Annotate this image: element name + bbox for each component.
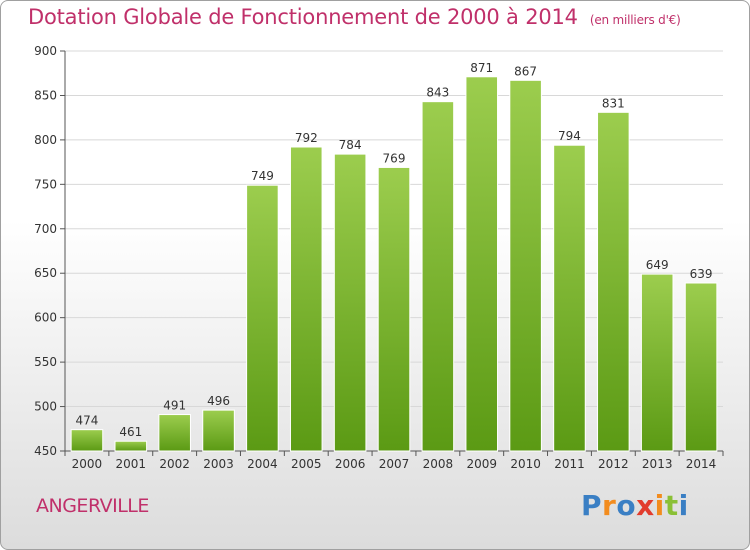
bar-2004: [246, 184, 279, 452]
y-tick-label: 700: [34, 222, 57, 236]
logo-letter: P: [581, 489, 603, 522]
y-tick-label: 550: [34, 355, 57, 369]
data-label-2014: 639: [690, 267, 713, 281]
bars: [70, 76, 718, 452]
x-tick-label-2011: 2011: [554, 457, 585, 471]
data-label-2009: 871: [470, 61, 493, 75]
logo-letter: t: [664, 489, 679, 522]
bar-2000: [70, 429, 104, 452]
data-label-2007: 769: [383, 151, 406, 165]
axes: 450 500 550 600 650 700 750 800 850 900 2000 2001 20…: [34, 44, 724, 471]
x-tick-label-2003: 2003: [203, 457, 234, 471]
logo-letter: i: [654, 489, 665, 522]
data-label-2012: 831: [602, 96, 625, 110]
y-tick-label: 650: [34, 266, 57, 280]
bar-2007: [377, 166, 411, 452]
x-tick-label-2012: 2012: [598, 457, 629, 471]
data-label-2001: 461: [119, 425, 142, 439]
x-tick-label-2005: 2005: [291, 457, 322, 471]
y-tick-label: 750: [34, 177, 57, 191]
x-tick-label-2010: 2010: [510, 457, 541, 471]
logo-letter: x: [636, 489, 655, 522]
bar-2014: [684, 282, 718, 452]
data-label-2013: 649: [646, 258, 669, 272]
x-tick-label-2014: 2014: [686, 457, 717, 471]
data-label-2006: 784: [339, 138, 362, 152]
data-label-2005: 792: [295, 131, 318, 145]
y-tick-label: 500: [34, 400, 57, 414]
data-label-2003: 496: [207, 394, 230, 408]
x-tick-label-2000: 2000: [72, 457, 103, 471]
data-label-2004: 749: [251, 169, 274, 183]
chart-subtitle: (en milliers d'€): [589, 13, 681, 27]
chart-title: Dotation Globale de Fonctionnement de 20…: [28, 5, 681, 29]
data-label-2011: 794: [558, 129, 581, 143]
x-tick-label-2004: 2004: [247, 457, 278, 471]
y-tick-label: 450: [34, 444, 57, 458]
data-label-2002: 491: [163, 399, 186, 413]
bar-2012: [597, 111, 630, 452]
proxiti-logo: Proxiti: [581, 489, 689, 522]
bar-2009: [465, 76, 499, 452]
bar-2006: [333, 153, 367, 452]
data-label-2008: 843: [426, 86, 449, 100]
x-tick-label-2013: 2013: [642, 457, 673, 471]
data-label-2010: 867: [514, 64, 537, 78]
y-tick-label: 850: [34, 88, 57, 102]
bar-2001: [114, 440, 148, 452]
data-labels: 474 461 491 496 749 792 784 769 843 871 867 794 831 6…: [75, 61, 712, 439]
logo-letter: r: [602, 489, 617, 522]
data-label-2000: 474: [75, 414, 98, 428]
logo-letter: o: [616, 489, 637, 522]
bar-2011: [553, 144, 586, 452]
y-tick-label: 600: [34, 311, 57, 325]
bar-2013: [640, 273, 674, 452]
x-tick-label-2006: 2006: [335, 457, 366, 471]
bar-2002: [158, 414, 191, 452]
x-tick-label-2009: 2009: [466, 457, 497, 471]
commune-name: ANGERVILLE: [36, 495, 149, 517]
bar-2010: [509, 79, 542, 452]
x-tick-label-2008: 2008: [423, 457, 454, 471]
bar-2003: [202, 409, 235, 452]
chart-title-text: Dotation Globale de Fonctionnement de 20…: [28, 5, 578, 29]
y-tick-label: 800: [34, 133, 57, 147]
bar-2005: [289, 146, 323, 452]
x-tick-label-2007: 2007: [379, 457, 410, 471]
logo-letter: i: [678, 489, 689, 522]
y-tick-label: 900: [34, 44, 57, 58]
x-tick-label-2002: 2002: [159, 457, 190, 471]
bar-2008: [421, 101, 455, 452]
x-tick-label-2001: 2001: [116, 457, 147, 471]
